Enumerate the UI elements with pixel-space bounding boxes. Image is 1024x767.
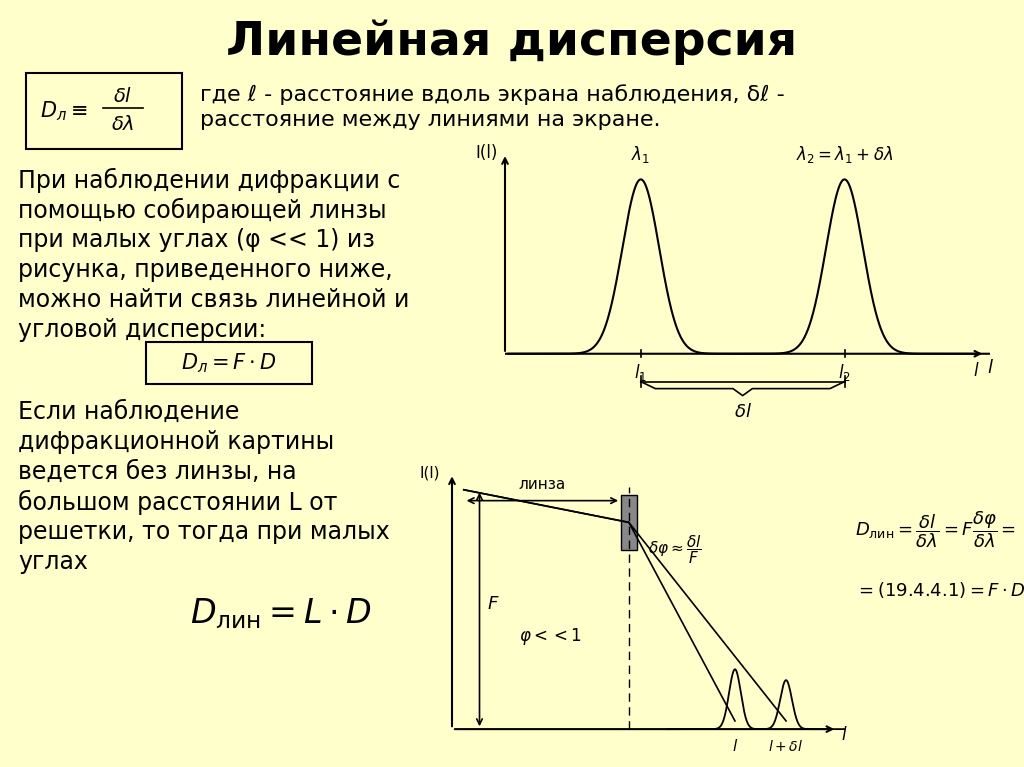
Text: углах: углах	[18, 550, 88, 574]
Text: Если наблюдение: Если наблюдение	[18, 400, 240, 424]
Text: l: l	[973, 363, 978, 380]
Text: $\delta l$: $\delta l$	[114, 87, 133, 106]
Text: большом расстоянии L от: большом расстоянии L от	[18, 490, 338, 515]
Text: $\delta\varphi \approx \dfrac{\delta l}{F}$: $\delta\varphi \approx \dfrac{\delta l}{…	[648, 533, 702, 566]
Text: где ℓ - расстояние вдоль экрана наблюдения, δℓ -: где ℓ - расстояние вдоль экрана наблюден…	[200, 84, 784, 105]
Text: дифракционной картины: дифракционной картины	[18, 430, 334, 454]
Text: l: l	[841, 726, 846, 743]
Text: I(l): I(l)	[420, 466, 440, 481]
FancyBboxPatch shape	[146, 342, 312, 384]
Text: решетки, то тогда при малых: решетки, то тогда при малых	[18, 520, 390, 544]
Text: $\lambda_2 = \lambda_1 + \delta\lambda$: $\lambda_2 = \lambda_1 + \delta\lambda$	[796, 144, 893, 166]
Text: $= (19.4.4.1) = F \cdot D$: $= (19.4.4.1) = F \cdot D$	[855, 580, 1024, 600]
Text: $D_л = F \cdot D$: $D_л = F \cdot D$	[181, 351, 276, 375]
Text: $\delta\lambda$: $\delta\lambda$	[112, 114, 135, 133]
Text: I(l): I(l)	[475, 144, 498, 163]
Text: $D_{\text{лин}} = L \cdot D$: $D_{\text{лин}} = L \cdot D$	[190, 597, 372, 631]
Text: расстояние между линиями на экране.: расстояние между линиями на экране.	[200, 110, 660, 130]
Text: $D_{\text{лин}} = \dfrac{\delta l}{\delta\lambda} = F\dfrac{\delta\varphi}{\delt: $D_{\text{лин}} = \dfrac{\delta l}{\delt…	[855, 510, 1016, 550]
Text: линза: линза	[519, 478, 566, 492]
Text: $\lambda_1$: $\lambda_1$	[632, 144, 650, 166]
Text: l: l	[987, 359, 992, 377]
Text: при малых углах (φ << 1) из: при малых углах (φ << 1) из	[18, 228, 375, 252]
Text: Линейная дисперсия: Линейная дисперсия	[226, 19, 798, 64]
Text: $l + \delta l$: $l + \delta l$	[768, 739, 804, 754]
Text: $l_2$: $l_2$	[838, 363, 851, 384]
Text: $D_л \equiv$: $D_л \equiv$	[40, 99, 87, 123]
Text: При наблюдении дифракции с: При наблюдении дифракции с	[18, 168, 400, 193]
Text: рисунка, приведенного ниже,: рисунка, приведенного ниже,	[18, 258, 392, 282]
Text: l: l	[733, 739, 737, 754]
Text: $l_1$: $l_1$	[634, 363, 647, 384]
FancyBboxPatch shape	[26, 73, 182, 149]
Text: $\varphi << 1$: $\varphi << 1$	[519, 626, 582, 647]
Bar	[621, 495, 637, 550]
Text: $\delta l$: $\delta l$	[733, 403, 752, 420]
Text: ведется без линзы, на: ведется без линзы, на	[18, 460, 297, 484]
Text: F: F	[487, 595, 498, 613]
Text: можно найти связь линейной и: можно найти связь линейной и	[18, 288, 410, 312]
Text: угловой дисперсии:: угловой дисперсии:	[18, 318, 266, 342]
Text: помощью собирающей линзы: помощью собирающей линзы	[18, 198, 387, 223]
